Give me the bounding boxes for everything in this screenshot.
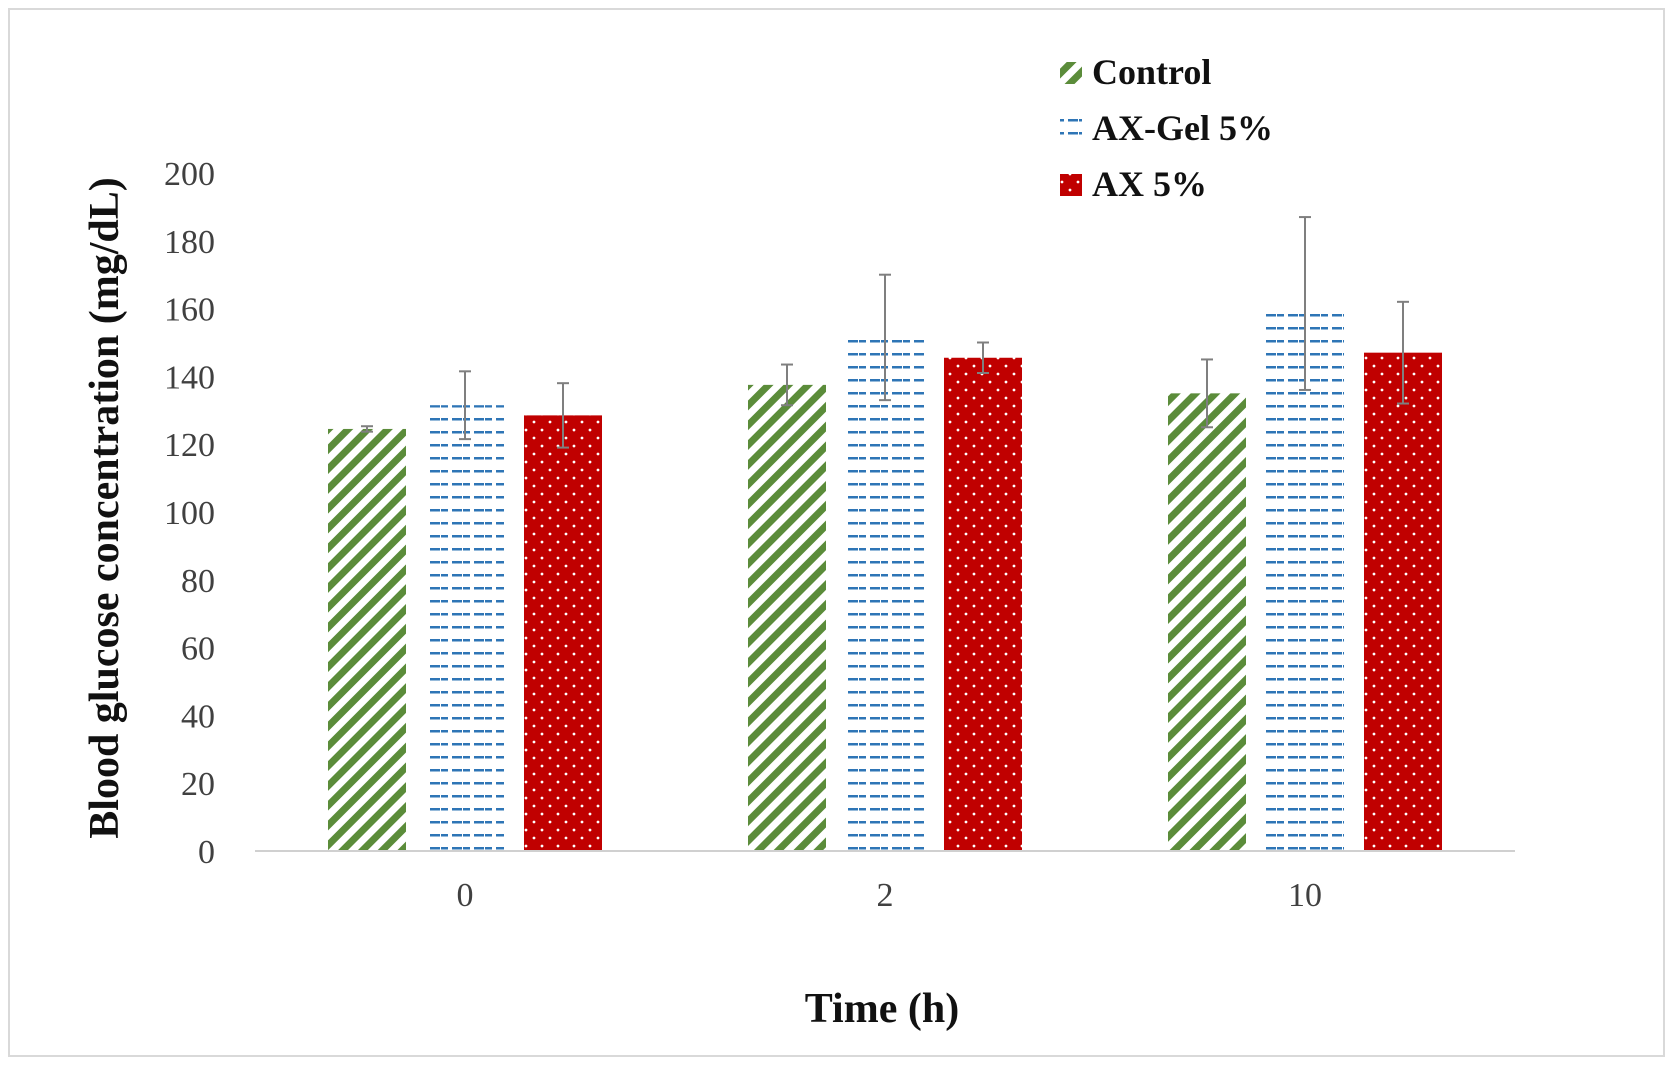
error-bar <box>781 363 793 407</box>
y-tick-label: 200 <box>164 156 215 193</box>
y-axis-ticks: 0 20 40 60 80 100 120 140 160 180 200 <box>164 156 215 871</box>
y-tick-label: 20 <box>181 766 215 803</box>
bar-control-2 <box>748 384 826 851</box>
error-bar <box>557 382 569 449</box>
bar-control-10 <box>1168 393 1246 851</box>
x-tick-label: 2 <box>877 877 894 914</box>
error-bar <box>1299 216 1311 391</box>
bar-ax-5-0 <box>524 415 602 851</box>
chart-frame: 0 20 40 60 80 100 120 140 160 180 200 0 2 10 Time (h… <box>8 8 1665 1057</box>
bar-ax-5-10 <box>1364 352 1442 851</box>
x-axis-title: Time (h) <box>805 986 959 1032</box>
legend-label: AX-Gel 5% <box>1092 108 1273 148</box>
legend: Control AX-Gel 5% AX 5% <box>1060 52 1273 204</box>
x-tick-label: 10 <box>1288 877 1322 914</box>
legend-swatch <box>1060 62 1082 84</box>
y-tick-label: 160 <box>164 292 215 329</box>
y-tick-label: 60 <box>181 631 215 668</box>
error-bar <box>879 273 891 402</box>
bar-ax-gel-5-0 <box>426 405 504 851</box>
y-tick-label: 120 <box>164 427 215 464</box>
error-bar <box>1397 300 1409 405</box>
legend-label: Control <box>1092 52 1211 92</box>
bar-control-0 <box>328 428 406 851</box>
y-tick-label: 0 <box>198 834 215 871</box>
bar-ax-5-2 <box>944 357 1022 851</box>
bar-ax-gel-5-10 <box>1266 303 1344 851</box>
legend-swatch <box>1060 118 1082 140</box>
bar-ax-gel-5-2 <box>846 337 924 851</box>
legend-label: AX 5% <box>1092 164 1207 204</box>
y-tick-label: 180 <box>164 224 215 261</box>
x-axis-ticks: 0 2 10 <box>457 877 1323 914</box>
y-tick-label: 140 <box>164 359 215 396</box>
y-tick-label: 100 <box>164 495 215 532</box>
error-bar <box>361 425 373 433</box>
bars <box>328 216 1442 851</box>
error-bar <box>1201 358 1213 429</box>
y-tick-label: 80 <box>181 563 215 600</box>
x-tick-label: 0 <box>457 877 474 914</box>
bar-chart: 0 20 40 60 80 100 120 140 160 180 200 0 2 10 Time (h… <box>82 52 1515 1032</box>
error-bar <box>977 341 989 375</box>
error-bar <box>459 370 471 441</box>
y-axis-title: Blood glucose concentration (mg/dL) <box>82 177 128 838</box>
legend-swatch <box>1060 174 1082 196</box>
y-tick-label: 40 <box>181 698 215 735</box>
